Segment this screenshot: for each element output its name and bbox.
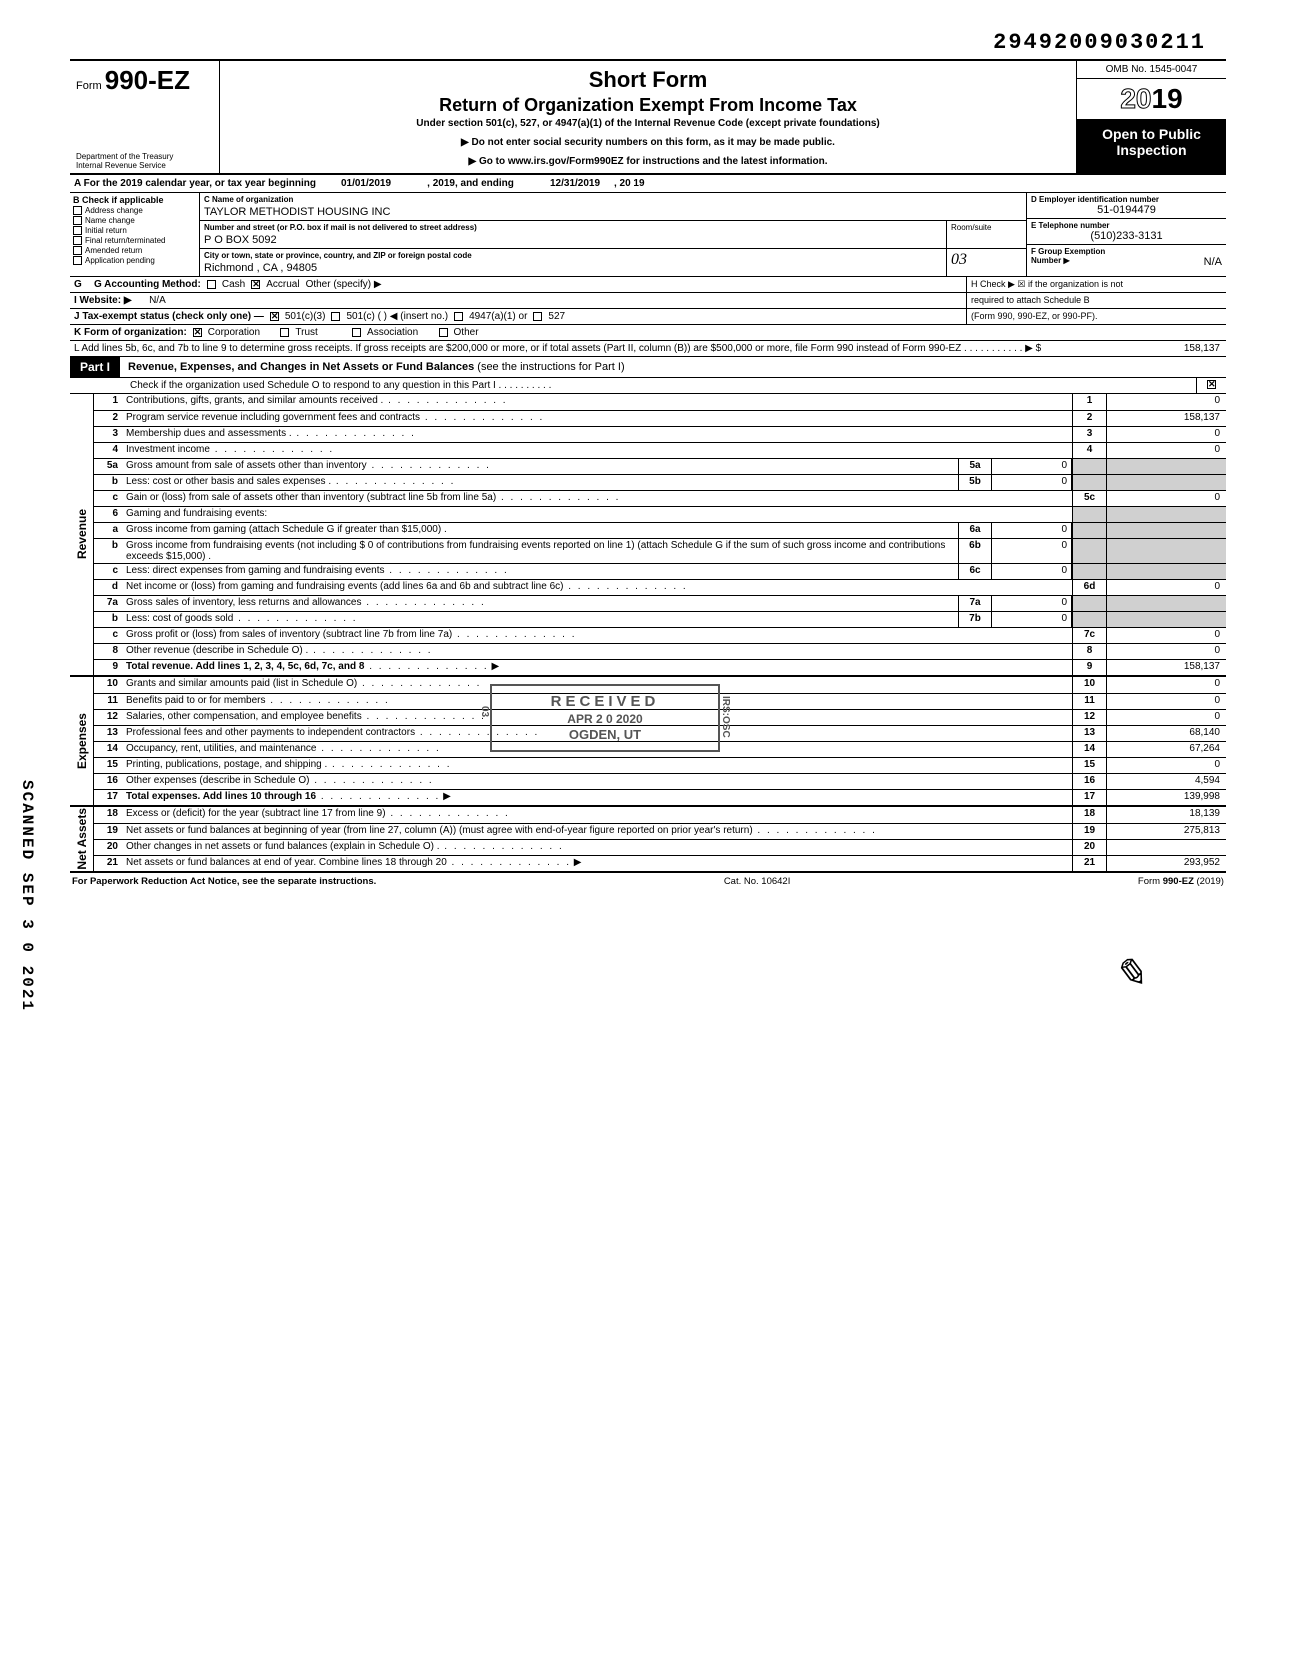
- block-b-f: B Check if applicable Address change Nam…: [70, 193, 1226, 277]
- tax-year: 20201919: [1077, 79, 1226, 120]
- tax-year-end: 12/31/2019: [550, 178, 600, 189]
- form-number: 990-EZ: [105, 65, 190, 95]
- chk-527[interactable]: [533, 312, 542, 321]
- ein: 51-0194479: [1031, 204, 1222, 216]
- side-expenses: Expenses: [75, 713, 89, 769]
- line-j: J Tax-exempt status (check only one) — 5…: [70, 309, 1226, 325]
- org-city: Richmond , CA , 94805: [204, 260, 942, 274]
- line-20-amt: [1106, 840, 1226, 855]
- line-7b-amt: 0: [992, 612, 1072, 627]
- line-6c-amt: 0: [992, 564, 1072, 579]
- line-8-amt: 0: [1106, 644, 1226, 659]
- side-revenue: Revenue: [75, 509, 89, 559]
- chk-corporation[interactable]: [193, 328, 202, 337]
- part-i-check: Check if the organization used Schedule …: [70, 378, 1226, 394]
- line-a: A For the 2019 calendar year, or tax yea…: [70, 175, 1226, 193]
- form-title: Return of Organization Exempt From Incom…: [230, 95, 1066, 116]
- section-d-e-f: D Employer identification number 51-0194…: [1026, 193, 1226, 276]
- section-c: C Name of organization TAYLOR METHODIST …: [200, 193, 1026, 276]
- org-address: P O BOX 5092: [204, 232, 942, 246]
- side-net-assets: Net Assets: [75, 808, 89, 870]
- line-k: K Form of organization: Corporation Trus…: [70, 325, 1226, 341]
- line-6a-amt: 0: [992, 523, 1072, 538]
- chk-name-change[interactable]: [73, 216, 82, 225]
- line-6b-amt: 0: [992, 539, 1072, 563]
- line-g-h: GG Accounting Method: Cash Accrual Other…: [70, 277, 1226, 293]
- tax-year-begin: 01/01/2019: [341, 178, 391, 189]
- chk-4947[interactable]: [454, 312, 463, 321]
- chk-501c[interactable]: [331, 312, 340, 321]
- chk-501c3[interactable]: [270, 312, 279, 321]
- instruction-1: ▶ Do not enter social security numbers o…: [230, 137, 1066, 148]
- chk-association[interactable]: [352, 328, 361, 337]
- line-7a-amt: 0: [992, 596, 1072, 611]
- line-21-amt: 293,952: [1106, 856, 1226, 871]
- line-16-amt: 4,594: [1106, 774, 1226, 789]
- instruction-2: ▶ Go to www.irs.gov/Form990EZ for instru…: [230, 156, 1066, 167]
- revenue-block: Revenue 1Contributions, gifts, grants, a…: [70, 394, 1226, 677]
- open-public-2: Inspection: [1079, 142, 1224, 158]
- omb-number: OMB No. 1545-0047: [1077, 61, 1226, 79]
- line-14-amt: 67,264: [1106, 742, 1226, 757]
- line-5b-amt: 0: [992, 475, 1072, 490]
- expenses-block: Expenses 10Grants and similar amounts pa…: [70, 677, 1226, 807]
- line-12-amt: 0: [1106, 710, 1226, 725]
- chk-other-org[interactable]: [439, 328, 448, 337]
- room-suite: 03: [951, 251, 1022, 269]
- line-5a-amt: 0: [992, 459, 1072, 474]
- line-19-amt: 275,813: [1106, 824, 1226, 839]
- signature: ✎: [70, 950, 1226, 997]
- line-i: I Website: ▶ N/A required to attach Sche…: [70, 293, 1226, 309]
- org-name: TAYLOR METHODIST HOUSING INC: [204, 204, 1022, 218]
- page-footer: For Paperwork Reduction Act Notice, see …: [70, 873, 1226, 890]
- section-b: B Check if applicable Address change Nam…: [70, 193, 200, 276]
- line-11-amt: 0: [1106, 694, 1226, 709]
- chk-initial-return[interactable]: [73, 226, 82, 235]
- form-prefix: Form: [76, 80, 102, 92]
- open-public-1: Open to Public: [1079, 126, 1224, 142]
- line-9-amt: 158,137: [1106, 660, 1226, 675]
- cat-no: Cat. No. 10642I: [724, 876, 791, 887]
- top-scan-code: 29492009030211: [70, 30, 1226, 55]
- line-2-amt: 158,137: [1106, 411, 1226, 426]
- chk-address-change[interactable]: [73, 206, 82, 215]
- net-assets-block: Net Assets 18Excess or (deficit) for the…: [70, 807, 1226, 873]
- chk-accrual[interactable]: [251, 280, 260, 289]
- gross-receipts: 158,137: [1086, 341, 1226, 356]
- line-5c-amt: 0: [1106, 491, 1226, 506]
- line-h-2: required to attach Schedule B: [966, 293, 1226, 308]
- chk-schedule-o[interactable]: [1207, 380, 1216, 389]
- chk-application-pending[interactable]: [73, 256, 82, 265]
- line-15-amt: 0: [1106, 758, 1226, 773]
- line-l: L Add lines 5b, 6c, and 7b to line 9 to …: [70, 341, 1226, 357]
- line-1-amt: 0: [1106, 394, 1226, 410]
- chk-trust[interactable]: [280, 328, 289, 337]
- dept-irs: Internal Revenue Service: [76, 162, 173, 171]
- line-13-amt: 68,140: [1106, 726, 1226, 741]
- line-18-amt: 18,139: [1106, 807, 1226, 823]
- line-h-1: H Check ▶ ☒ if the organization is not: [971, 279, 1222, 290]
- line-h-3: (Form 990, 990-EZ, or 990-PF).: [966, 309, 1226, 324]
- telephone: (510)233-3131: [1031, 230, 1222, 242]
- line-7c-amt: 0: [1106, 628, 1226, 643]
- form-subtitle: Under section 501(c), 527, or 4947(a)(1)…: [230, 118, 1066, 129]
- short-form-label: Short Form: [230, 67, 1066, 93]
- form-id-footer: Form 990-EZ (2019): [1138, 876, 1224, 887]
- website: N/A: [149, 295, 166, 306]
- form-header: Form 990-EZ Department of the Treasury I…: [70, 59, 1226, 175]
- scanned-stamp: SCANNED SEP 3 0 2021: [18, 780, 36, 1012]
- chk-final-return[interactable]: [73, 236, 82, 245]
- chk-cash[interactable]: [207, 280, 216, 289]
- line-17-amt: 139,998: [1106, 790, 1226, 805]
- chk-amended-return[interactable]: [73, 246, 82, 255]
- line-3-amt: 0: [1106, 427, 1226, 442]
- line-4-amt: 0: [1106, 443, 1226, 458]
- line-10-amt: 0: [1106, 677, 1226, 693]
- group-exemption: N/A: [1204, 256, 1222, 268]
- line-6d-amt: 0: [1106, 580, 1226, 595]
- part-i-header: Part I Revenue, Expenses, and Changes in…: [70, 357, 1226, 378]
